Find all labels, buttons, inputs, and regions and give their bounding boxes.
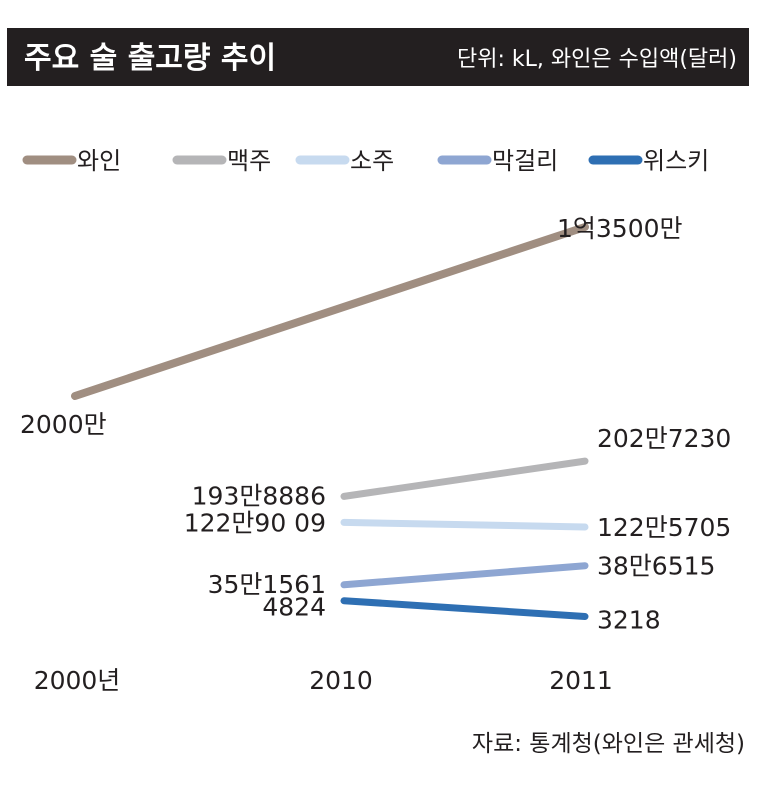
title-bar (7, 28, 749, 86)
x-tick-label: 2010 (309, 666, 373, 695)
value-labels: 2000만 1억3500만 193만8886 202만7230 122만90 09 122… (20, 214, 731, 635)
series-line-whisky (340, 597, 589, 620)
chart-title: 주요 술 출고량 추이 (24, 41, 276, 76)
series-line-wine (71, 223, 589, 400)
series-line-soju (340, 518, 589, 531)
data-label-wine-0: 2000만 (20, 410, 107, 439)
data-label-makgeolli-2: 38만6515 (597, 552, 715, 581)
data-label-wine-2: 1억3500만 (557, 214, 683, 243)
data-label-makgeolli-1: 35만1561 (208, 570, 326, 599)
legend-label-makgeolli: 막걸리 (492, 147, 558, 175)
data-label-whisky-1: 4824 (262, 593, 326, 622)
data-label-whisky-2: 3218 (597, 606, 661, 635)
x-tick-label: 2011 (549, 666, 613, 695)
data-label-soju-2: 122만5705 (597, 513, 731, 542)
legend-label-beer: 맥주 (227, 147, 271, 175)
data-label-soju-1: 122만90 09 (184, 508, 326, 537)
legend-label-whisky: 위스키 (643, 147, 709, 175)
series-line-beer (340, 457, 589, 500)
x-axis-ticks: 2000년 2010 2011 (34, 666, 613, 695)
data-label-beer-2: 202만7230 (597, 424, 731, 453)
series-lines (71, 223, 589, 620)
legend-label-wine: 와인 (77, 147, 121, 175)
data-label-beer-1: 193만8886 (192, 481, 326, 510)
unit-note: 단위: kL, 와인은 수입액(달러) (457, 47, 737, 72)
series-line-makgeolli (340, 562, 589, 589)
source-note: 자료: 통계청(와인은 관세청) (472, 731, 745, 757)
legend-label-soju: 소주 (350, 147, 394, 175)
x-tick-label: 2000년 (34, 666, 121, 695)
legend: 와인 맥주 소주 막걸리 위스키 (22, 147, 709, 175)
